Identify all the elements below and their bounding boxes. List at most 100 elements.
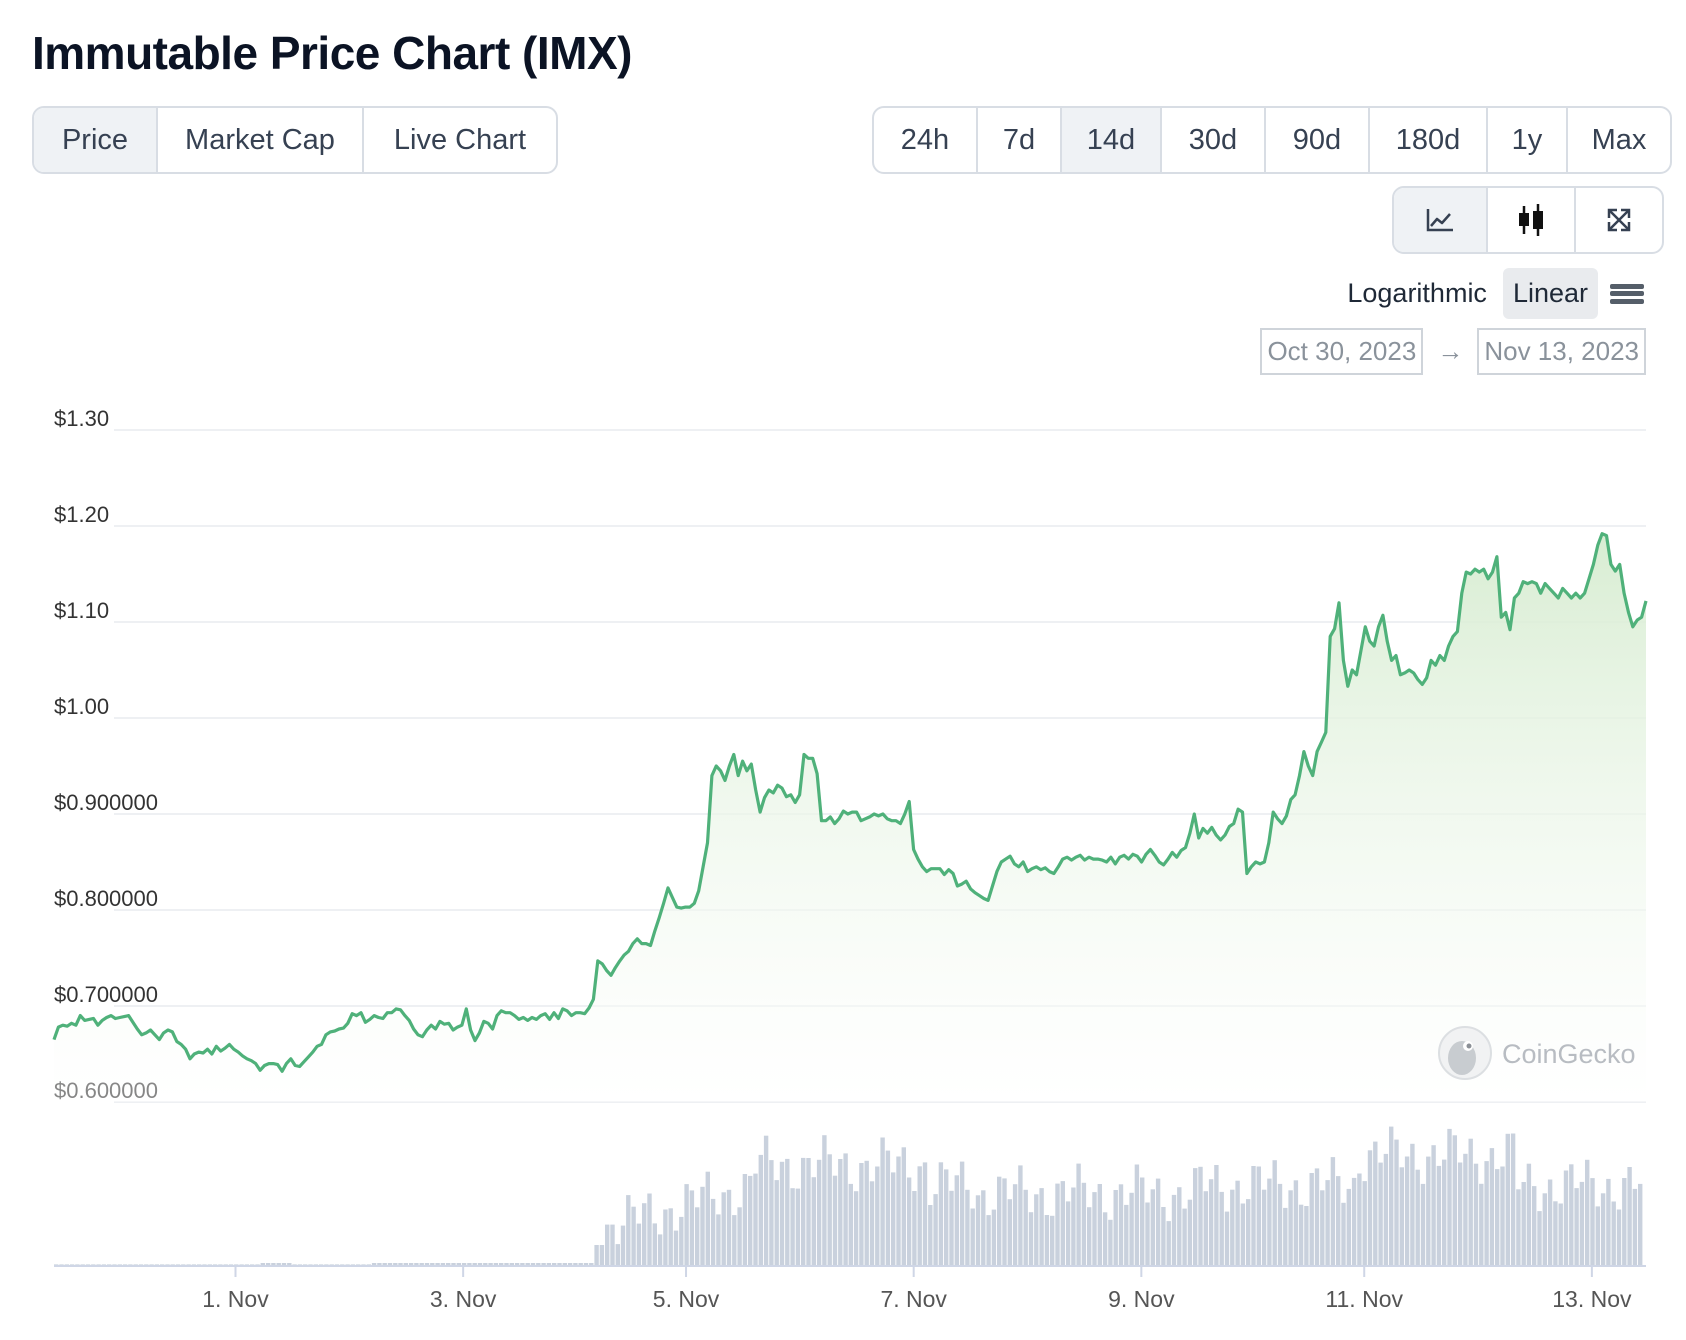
volume-bar — [64, 1264, 69, 1265]
volume-bar — [811, 1177, 816, 1265]
volume-bar — [91, 1264, 96, 1265]
volume-bar — [769, 1160, 774, 1265]
volume-bar — [287, 1263, 292, 1265]
volume-bar — [1224, 1211, 1230, 1265]
range-180d-button[interactable]: 180d — [1370, 108, 1488, 172]
volume-bar — [838, 1159, 843, 1265]
volume-bar — [520, 1263, 525, 1265]
volume-bar — [1537, 1211, 1542, 1265]
volume-bar — [536, 1263, 541, 1265]
volume-bar — [610, 1224, 615, 1265]
volume-bar — [1632, 1188, 1638, 1265]
logarithmic-button[interactable]: Logarithmic — [1347, 278, 1487, 308]
volume-bar — [1246, 1199, 1251, 1265]
volume-bar — [1447, 1128, 1452, 1265]
volume-bar — [726, 1189, 732, 1265]
volume-bar — [1309, 1173, 1314, 1265]
candlestick-button[interactable] — [1488, 188, 1576, 252]
volume-bar — [1468, 1138, 1473, 1265]
volume-bar — [1028, 1212, 1034, 1265]
volume-bar — [144, 1264, 149, 1265]
chart-view-toggle — [1392, 186, 1664, 254]
volume-bar — [509, 1263, 514, 1265]
volume-bars — [54, 1126, 1643, 1265]
volume-bar — [1092, 1192, 1097, 1265]
volume-bar — [175, 1264, 181, 1265]
volume-bar — [281, 1263, 287, 1265]
range-30d-button[interactable]: 30d — [1162, 108, 1266, 172]
volume-bar — [154, 1264, 160, 1265]
menu-icon[interactable] — [1610, 280, 1644, 308]
y-tick-label: $1.10 — [54, 598, 109, 623]
volume-bar — [906, 1177, 912, 1265]
volume-bar — [1505, 1133, 1510, 1265]
volume-bar — [223, 1264, 228, 1265]
volume-bar — [1558, 1203, 1563, 1265]
volume-bar — [785, 1158, 790, 1265]
range-90d-button[interactable]: 90d — [1266, 108, 1370, 172]
range-max-button[interactable]: Max — [1591, 123, 1647, 156]
volume-bar — [1383, 1153, 1389, 1265]
volume-bar — [1616, 1209, 1622, 1265]
volume-bar — [567, 1263, 573, 1265]
volume-bar — [758, 1154, 763, 1265]
date-range-picker: Oct 30, 2023 → Nov 13, 2023 — [1260, 328, 1646, 375]
range-24h-button[interactable]: 24h — [874, 108, 978, 172]
volume-bar — [997, 1176, 1002, 1265]
linear-button[interactable]: Linear — [1502, 268, 1598, 319]
volume-bar — [514, 1263, 520, 1265]
volume-bar — [297, 1264, 303, 1265]
volume-bar — [239, 1264, 244, 1265]
volume-bar — [1071, 1187, 1076, 1265]
volume-bar — [827, 1154, 832, 1265]
tab-price[interactable]: Price — [34, 108, 158, 172]
volume-bar — [901, 1147, 906, 1265]
volume-bar — [763, 1135, 769, 1265]
volume-bar — [488, 1263, 493, 1265]
volume-bar — [1124, 1204, 1129, 1265]
date-to-input[interactable]: Nov 13, 2023 — [1477, 328, 1646, 375]
volume-bar — [340, 1264, 345, 1265]
volume-bar — [467, 1263, 472, 1265]
y-tick-label: $0.700000 — [54, 982, 158, 1007]
volume-bar — [541, 1263, 546, 1265]
scale-selector: Logarithmic Linear — [1337, 268, 1644, 319]
volume-bar — [1298, 1204, 1304, 1265]
volume-bar — [160, 1264, 165, 1265]
volume-bar — [1155, 1178, 1161, 1265]
volume-bar — [583, 1263, 589, 1265]
volume-bar — [1595, 1206, 1600, 1265]
range-14d-button[interactable]: 14d — [1062, 108, 1162, 172]
line-chart-button[interactable] — [1394, 188, 1488, 252]
x-tick-label: 1. Nov — [202, 1286, 269, 1312]
volume-bar — [1463, 1153, 1468, 1265]
volume-bar — [1050, 1215, 1055, 1265]
volume-bar — [350, 1264, 356, 1265]
tab-live-chart[interactable]: Live Chart — [393, 123, 527, 156]
volume-bar — [477, 1263, 483, 1265]
volume-bar — [1171, 1194, 1177, 1265]
tab-market-cap[interactable]: Market Cap — [158, 108, 364, 172]
volume-bar — [557, 1263, 562, 1265]
volume-bar — [1272, 1160, 1277, 1265]
range-7d-button[interactable]: 7d — [978, 108, 1062, 172]
volume-bar — [896, 1156, 901, 1265]
x-axis: 1. Nov 3. Nov 5. Nov 7. Nov 9. Nov 11. Nov 13.… — [202, 1266, 1632, 1312]
volume-bar — [1118, 1184, 1124, 1265]
volume-bar — [620, 1225, 626, 1265]
volume-bar — [69, 1264, 75, 1265]
fullscreen-button[interactable] — [1576, 188, 1662, 252]
volume-bar — [1521, 1182, 1526, 1265]
volume-bar — [917, 1166, 922, 1265]
volume-bar — [949, 1190, 954, 1265]
volume-bar — [1579, 1181, 1585, 1265]
range-1y-button[interactable]: 1y — [1488, 108, 1568, 172]
y-tick-label: $1.00 — [54, 694, 109, 719]
volume-bar — [1283, 1207, 1288, 1265]
volume-bar — [1436, 1165, 1442, 1265]
volume-bar — [1208, 1179, 1214, 1265]
date-from-input[interactable]: Oct 30, 2023 — [1260, 328, 1424, 375]
volume-bar — [1394, 1139, 1399, 1265]
x-tick-label: 11. Nov — [1325, 1286, 1403, 1312]
